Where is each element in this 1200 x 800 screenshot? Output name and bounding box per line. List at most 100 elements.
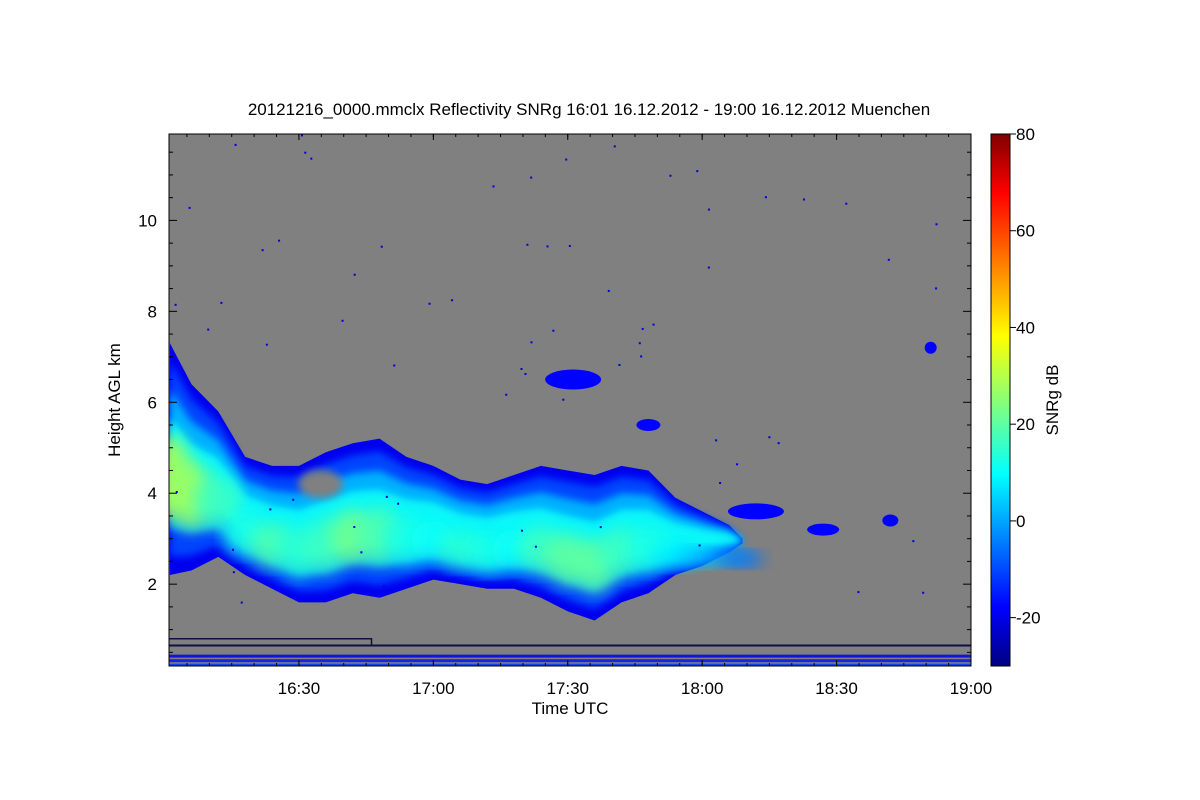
noise-pixel [912,540,915,543]
y-axis-ticks: 2 4 6 8 10 [138,151,971,653]
noise-pixel [353,273,356,276]
noise-pixel [696,170,699,173]
clutter-row [169,659,971,663]
isolated-echo [882,514,899,527]
noise-pixel [857,591,860,594]
noise-pixel [568,244,571,247]
noise-pixel [207,328,210,331]
noise-pixel [492,185,495,188]
noise-pixel [565,158,568,161]
surface-clutter-band [169,637,971,666]
clutter-row [169,654,971,658]
x-tick-label: 18:30 [815,679,858,698]
noise-pixel [530,176,533,179]
noise-pixel [640,355,643,358]
isolated-echo [545,369,602,390]
colorbar-ticks: -20 0 20 40 60 80 [1010,125,1041,628]
colorbar-tick-label: 0 [1016,512,1025,531]
noise-pixel [393,364,396,367]
noise-pixel [922,591,925,594]
colorbar-tick-label: 80 [1016,125,1035,144]
noise-pixel [232,571,235,574]
colorbar [990,133,1011,667]
noise-pixel [397,502,400,505]
noise-pixel [534,545,537,548]
noise-pixel [887,258,890,261]
cloud-core [196,476,241,529]
noise-pixel [641,327,644,330]
noise-pixel [719,481,722,484]
noise-pixel [428,302,431,305]
noise-pixel [552,329,555,332]
y-tick-label: 10 [138,211,157,230]
colorbar-label: SNRg dB [1043,365,1062,436]
noise-pixel [845,202,848,205]
y-tick-label: 8 [148,302,157,321]
cloud-gap [298,470,343,499]
noise-pixel [380,245,383,248]
noise-pixel [698,544,701,547]
y-tick-label: 4 [148,484,157,503]
noise-pixel [764,196,767,199]
noise-pixel [524,373,527,376]
x-tick-label: 17:00 [412,679,455,698]
noise-pixel [520,529,523,532]
noise-pixel [305,599,308,602]
noise-pixel [546,245,549,248]
x-axis-ticks: 16:30 17:00 17:30 18:00 18:30 19:00 [186,134,993,698]
noise-pixel [707,208,710,211]
noise-pixel [803,198,806,201]
noise-pixel [599,526,602,529]
noise-pixel [310,157,313,160]
noise-pixel [613,145,616,148]
noise-pixel [232,548,235,551]
cloud-core [720,551,765,568]
noise-pixel [385,495,388,498]
noise-pixel [269,508,272,511]
cloud-reflectivity-field [169,134,938,621]
y-axis-label: Height AGL km [105,343,124,457]
x-tick-label: 19:00 [950,679,993,698]
clutter-row [169,663,971,666]
noise-pixel [935,287,938,290]
noise-pixel [935,223,938,226]
colorbar-tick-label: 20 [1016,415,1035,434]
plot-frame [168,133,972,667]
noise-pixel [174,303,177,306]
noise-pixel [304,151,307,154]
isolated-echo [924,341,937,354]
noise-pixel [652,323,655,326]
noise-pixel [175,490,178,493]
noise-pixel [669,174,672,177]
noise-pixel [451,299,454,302]
noise-pixel [261,249,264,252]
noise-pixel [607,289,610,292]
noise-pixel [715,439,718,442]
noise-pixel [234,143,237,146]
noise-pixel [530,341,533,344]
colorbar-tick-label: -20 [1016,609,1041,628]
noise-pixel [220,301,223,304]
isolated-echo [727,503,784,520]
noise-pixel [638,342,641,345]
noise-pixel [520,368,523,371]
noise-pixel [292,498,295,501]
isolated-echo [807,523,840,536]
noise-pixel [768,436,771,439]
noise-pixel [526,243,529,246]
noise-pixel [278,239,281,242]
colorbar-tick-label: 40 [1016,318,1035,337]
x-tick-label: 17:30 [546,679,589,698]
noise-pixel [382,585,385,588]
y-tick-label: 6 [148,393,157,412]
noise-pixel [707,266,710,269]
noise-pixel [777,442,780,445]
noise-pixel [341,319,344,322]
chart-title: 20121216_0000.mmclx Reflectivity SNRg 16… [248,100,930,119]
noise-pixel [360,551,363,554]
noise-pixel [240,601,243,604]
noise-pixel [188,206,191,209]
isolated-echo [636,419,661,432]
noise-pixel [736,463,739,466]
